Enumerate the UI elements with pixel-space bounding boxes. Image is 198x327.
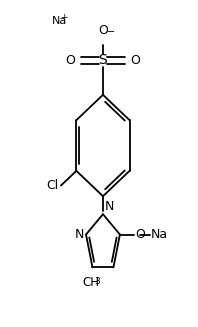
Text: O: O xyxy=(98,24,108,37)
Text: −: − xyxy=(107,27,115,37)
Text: Na: Na xyxy=(51,16,67,26)
Text: +: + xyxy=(60,12,68,22)
Text: CH: CH xyxy=(82,276,99,289)
Text: O: O xyxy=(135,228,145,241)
Text: O: O xyxy=(130,54,140,67)
Text: N: N xyxy=(75,228,84,241)
Text: S: S xyxy=(99,54,107,67)
Text: 3: 3 xyxy=(95,277,100,285)
Text: Na: Na xyxy=(151,228,168,241)
Text: Cl: Cl xyxy=(47,179,59,192)
Text: N: N xyxy=(105,199,114,213)
Text: O: O xyxy=(66,54,76,67)
